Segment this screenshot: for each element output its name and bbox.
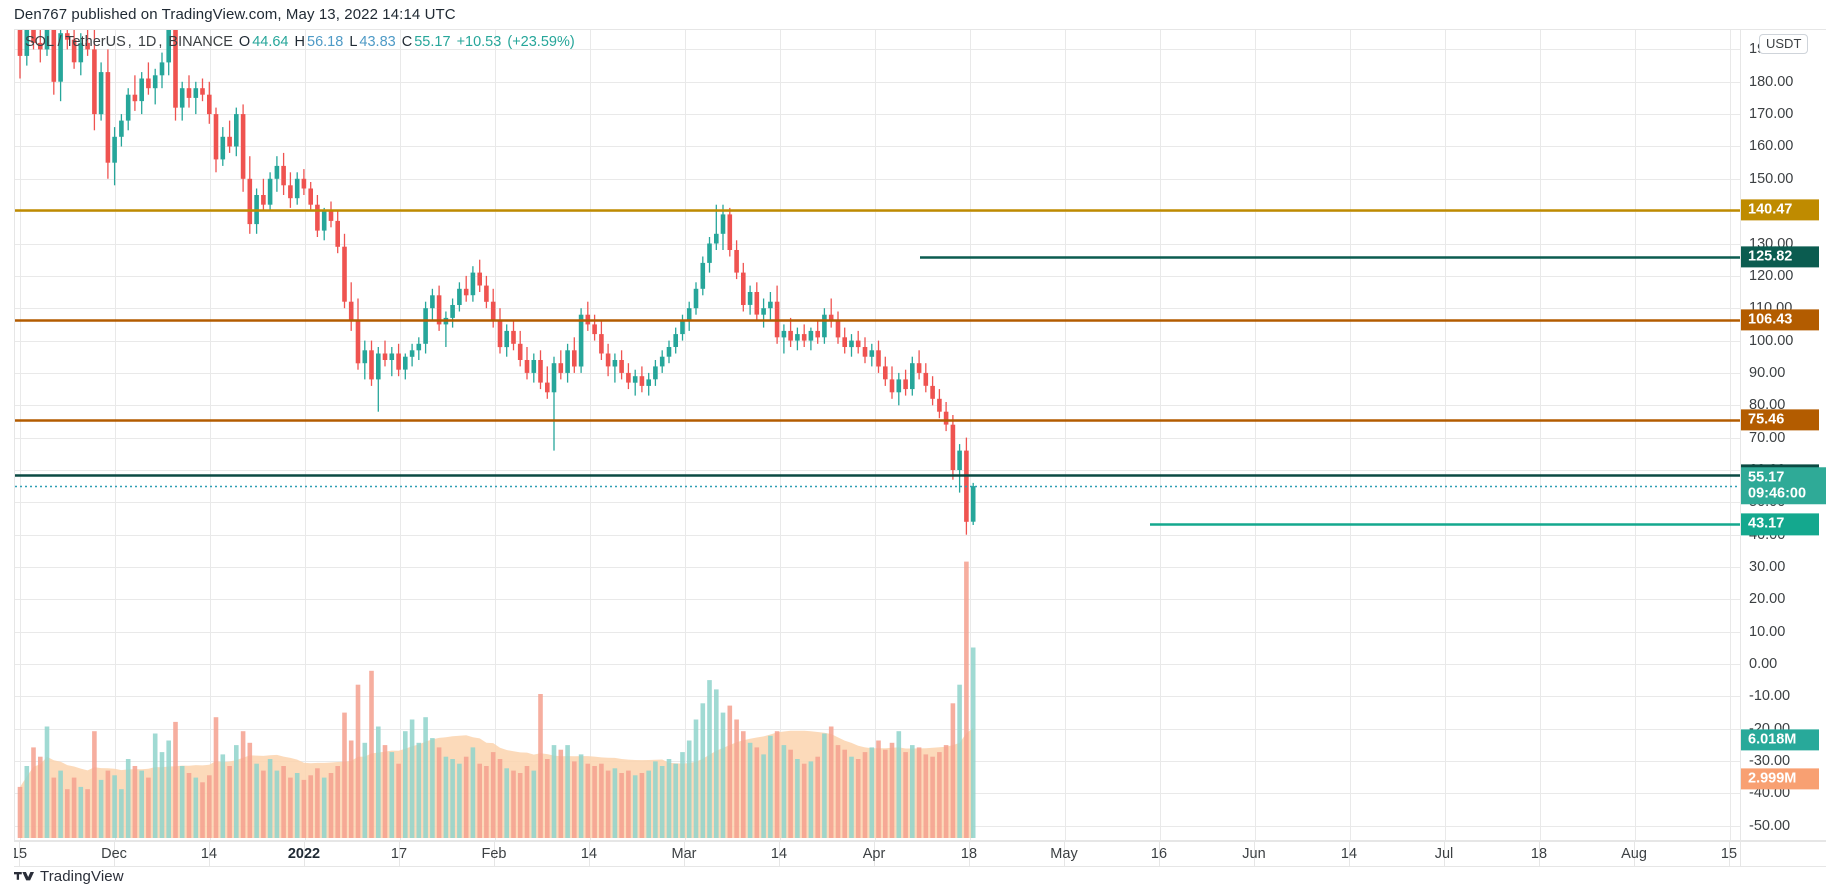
price-tick: -30.00 xyxy=(1749,753,1791,770)
time-axis-divider xyxy=(1634,842,1635,866)
tradingview-logo-icon xyxy=(14,871,34,880)
price-tag-value: 140.47 xyxy=(1748,201,1793,218)
time-axis-right-separator xyxy=(1740,842,1741,866)
chart-canvas[interactable]: SOL / TetherUS, 1D, BINANCE O 44.64 H 56.1… xyxy=(14,29,1740,841)
currency-unit-badge: USDT xyxy=(1759,34,1809,54)
time-tick-label: 15 xyxy=(14,846,28,862)
price-tick: 70.00 xyxy=(1749,429,1786,446)
time-axis-divider xyxy=(1349,842,1350,866)
time-tick-label: 14 xyxy=(580,846,598,862)
time-axis-divider xyxy=(779,842,780,866)
time-tick-label: May xyxy=(1050,846,1078,862)
price-tag-value: 55.17 xyxy=(1748,468,1785,485)
time-tick-label: Jun xyxy=(1242,846,1266,862)
time-axis-divider xyxy=(684,842,685,866)
time-axis-divider xyxy=(304,842,305,866)
time-axis-divider xyxy=(1254,842,1255,866)
time-axis-divider xyxy=(399,842,400,866)
time-axis-divider xyxy=(874,842,875,866)
price-axis[interactable]: USDT 190.00180.00170.00160.00150.00140.0… xyxy=(1740,29,1826,841)
price-tag-55.17[interactable]: 55.17 09:46:00 xyxy=(1741,466,1826,505)
candlestick-series xyxy=(17,30,976,535)
price-tag-value: 125.82 xyxy=(1748,248,1793,265)
time-tick-label: 2022 xyxy=(287,846,321,862)
price-tag-125.82[interactable]: 125.82 xyxy=(1741,246,1819,268)
price-pane xyxy=(15,30,1740,840)
time-axis-divider xyxy=(1729,842,1730,866)
price-tick: 0.00 xyxy=(1749,656,1778,673)
price-tick: -50.00 xyxy=(1749,817,1791,834)
time-tick-label: 14 xyxy=(770,846,788,862)
price-tag-value: 2.999M xyxy=(1748,770,1797,787)
volume-bars xyxy=(17,561,976,838)
grid-vertical xyxy=(20,30,1731,840)
time-tick-label: 15 xyxy=(1720,846,1738,862)
price-lines xyxy=(15,209,1740,526)
chart-plot-svg xyxy=(15,30,1740,840)
time-axis-divider xyxy=(969,842,970,866)
price-tick: 20.00 xyxy=(1749,591,1786,608)
time-axis-divider xyxy=(494,842,495,866)
time-axis-divider xyxy=(19,842,20,866)
time-tick-label: Apr xyxy=(862,846,886,862)
price-tag-value: 106.43 xyxy=(1748,311,1793,328)
time-tick-label: Mar xyxy=(671,846,697,862)
price-tag-value: 6.018M xyxy=(1748,731,1797,748)
time-tick-label: Dec xyxy=(101,846,127,862)
price-tag-140.47[interactable]: 140.47 xyxy=(1741,199,1819,221)
time-tick-label: 14 xyxy=(200,846,218,862)
price-tag-value: 75.46 xyxy=(1748,411,1785,428)
grid-horizontal xyxy=(15,49,1740,827)
price-tick: 120.00 xyxy=(1749,267,1794,284)
time-axis-divider xyxy=(209,842,210,866)
time-tick-label: Feb xyxy=(481,846,507,862)
time-tick-label: 16 xyxy=(1150,846,1168,862)
tradingview-footer: TradingView xyxy=(14,868,124,885)
time-axis-divider xyxy=(1064,842,1065,866)
price-tick: 10.00 xyxy=(1749,623,1786,640)
price-tag-2.999M[interactable]: 2.999M xyxy=(1741,768,1819,790)
price-tick: 160.00 xyxy=(1749,138,1794,155)
time-tick-label: 18 xyxy=(960,846,978,862)
price-tick: 30.00 xyxy=(1749,559,1786,576)
price-tick: 180.00 xyxy=(1749,73,1794,90)
tradingview-brand-label: TradingView xyxy=(40,868,124,885)
price-tick: -10.00 xyxy=(1749,688,1791,705)
time-axis-divider xyxy=(1539,842,1540,866)
price-tag-43.17[interactable]: 43.17 xyxy=(1741,513,1819,536)
price-tag-value: 43.17 xyxy=(1748,515,1785,532)
price-tick: 170.00 xyxy=(1749,106,1794,123)
time-axis-divider xyxy=(114,842,115,866)
time-tick-label: Jul xyxy=(1434,846,1454,862)
price-tick: 100.00 xyxy=(1749,332,1794,349)
time-axis-divider xyxy=(1444,842,1445,866)
time-tick-label: 18 xyxy=(1530,846,1548,862)
time-axis[interactable]: 15 Dec 14 2022 17 Feb 14 Mar 14 Apr 18 May 16 Jun 14 Ju… xyxy=(14,841,1826,867)
time-tick-label: Aug xyxy=(1621,846,1647,862)
price-tag-106.43[interactable]: 106.43 xyxy=(1741,309,1819,331)
price-tag-6.018M[interactable]: 6.018M xyxy=(1741,729,1819,751)
price-tick: 150.00 xyxy=(1749,170,1794,187)
time-axis-divider xyxy=(1159,842,1160,866)
time-tick-label: 14 xyxy=(1340,846,1358,862)
price-tick: 80.00 xyxy=(1749,397,1786,414)
price-tag-75.46[interactable]: 75.46 xyxy=(1741,409,1819,431)
price-tick: 90.00 xyxy=(1749,364,1786,381)
publish-attribution: Den767 published on TradingView.com, May… xyxy=(14,6,456,23)
price-tag-countdown: 09:46:00 xyxy=(1748,485,1807,502)
time-tick-label: 17 xyxy=(390,846,408,862)
time-axis-divider xyxy=(589,842,590,866)
